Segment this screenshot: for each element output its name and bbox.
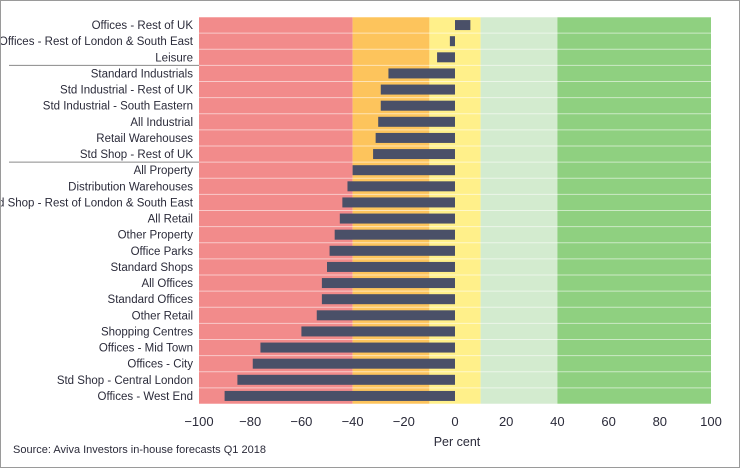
category-label: Offices - Rest of London & South East [1, 36, 194, 48]
bar [449, 36, 455, 47]
bar [334, 229, 455, 240]
bar [224, 390, 455, 401]
category-label: Offices - Mid Town [99, 343, 193, 355]
category-label: All Industrial [130, 117, 193, 129]
category-label: Other Retail [132, 310, 193, 322]
category-label: All Retail [148, 214, 193, 226]
category-label: Standard Industrials [91, 68, 194, 80]
bar [352, 165, 455, 176]
bar [380, 100, 455, 111]
x-tick-label: 60 [601, 414, 615, 429]
x-tick-label: 80 [653, 414, 667, 429]
bar [378, 116, 455, 127]
category-label: Shopping Centres [101, 326, 193, 338]
category-label: Distribution Warehouses [68, 181, 193, 193]
bar [375, 132, 455, 143]
category-label: Offices - Rest of UK [92, 20, 194, 32]
bar [327, 261, 455, 272]
bar [321, 294, 455, 305]
category-label: Office Parks [131, 246, 194, 258]
category-labels: Offices - Rest of UK Offices - Rest of Lo… [1, 20, 194, 403]
bar [316, 310, 455, 321]
group-separators [9, 64, 199, 163]
category-label: Std Shop - Rest of UK [80, 149, 193, 161]
bar [301, 326, 455, 337]
category-label: Std Shop - Central London [57, 375, 193, 387]
category-label: Std Industrial - South Eastern [43, 101, 193, 113]
bar [321, 278, 455, 289]
x-tick-label: 40 [550, 414, 564, 429]
bars [224, 20, 471, 401]
bar [237, 374, 455, 385]
category-label: All Offices [141, 278, 193, 290]
category-label: Offices - West End [98, 391, 193, 403]
x-tick-label: −100 [184, 414, 213, 429]
category-label: Standard Shops [111, 262, 194, 274]
x-tick-label: 20 [499, 414, 513, 429]
category-label: Other Property [118, 230, 194, 242]
source-note: Source: Aviva Investors in-house forecas… [13, 444, 266, 456]
gridlines [199, 16, 711, 405]
bar [347, 181, 455, 192]
category-label: Std Industrial - Rest of UK [60, 85, 193, 97]
x-tick-label: −80 [239, 414, 261, 429]
x-tick-label: −60 [290, 414, 312, 429]
x-tick-label: −40 [342, 414, 364, 429]
bar [380, 84, 455, 95]
category-label: Standard Offices [108, 294, 194, 306]
category-label: Retail Warehouses [96, 133, 193, 145]
x-axis-title: Per cent [434, 435, 481, 449]
bar [260, 342, 455, 353]
bar [339, 213, 455, 224]
x-tick-label: −20 [393, 414, 415, 429]
bar [342, 197, 455, 208]
bar [329, 245, 455, 256]
category-label: All Property [134, 165, 194, 177]
bar [455, 20, 471, 31]
x-tick-labels: −100 −80 −60 −40 −20 0 20 40 60 80 100 [184, 414, 722, 429]
bar [373, 149, 455, 160]
category-label: Std Shop - Rest of London & South East [1, 197, 194, 209]
x-tick-label: 100 [700, 414, 722, 429]
category-label: Offices - City [127, 359, 193, 371]
category-label: Leisure [155, 52, 193, 64]
bar [388, 68, 455, 79]
bar [437, 52, 455, 63]
bar [252, 358, 455, 369]
x-tick-label: 0 [451, 414, 458, 429]
